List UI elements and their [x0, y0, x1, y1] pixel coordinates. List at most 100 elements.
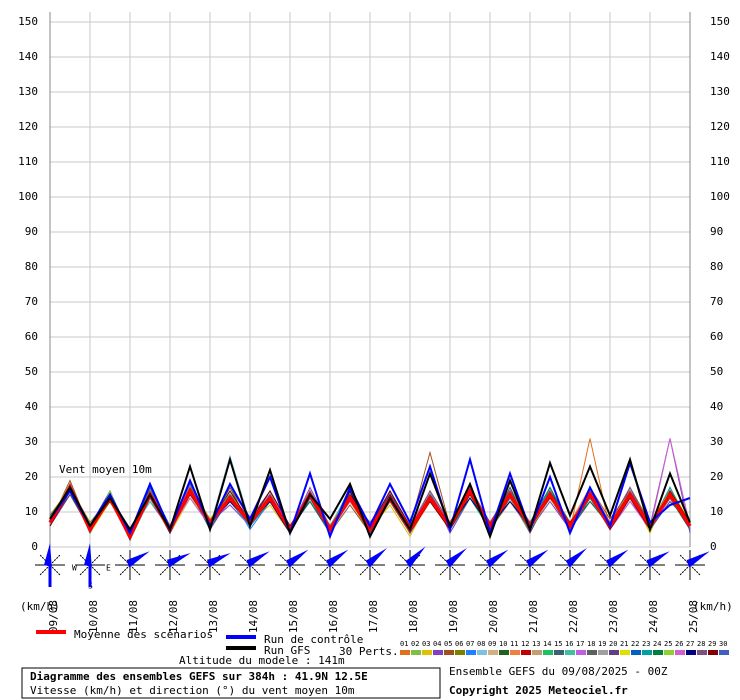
x-tick-label: 13/08: [207, 600, 220, 633]
legend-pert-swatch: [697, 650, 707, 655]
legend-pert-label: 14: [543, 640, 551, 648]
rose-ray: [559, 554, 571, 566]
legend-pert-label: 05: [444, 640, 452, 648]
rose-ray: [169, 564, 181, 576]
series-line: [49, 455, 691, 540]
rose-ray: [209, 564, 221, 576]
wind-wedge: [405, 546, 426, 568]
legend-pert-swatch: [653, 650, 663, 655]
rose-ray: [79, 554, 91, 566]
y-tick-label: 60: [25, 330, 38, 343]
legend-label: Run de contrôle: [264, 633, 363, 646]
altitude: Altitude du modele : 141m: [179, 654, 345, 667]
y-tick-label-right: 130: [710, 85, 730, 98]
y-tick-label: 110: [18, 155, 38, 168]
y-tick-label-right: 0: [710, 540, 717, 553]
x-tick-label: 20/08: [487, 600, 500, 633]
y-tick-label: 40: [25, 400, 38, 413]
x-tick-label: 24/08: [647, 600, 660, 633]
rose-ray: [529, 564, 541, 576]
caption-box: [21, 667, 441, 699]
legend-pert-swatch: [620, 650, 630, 655]
x-tick-label: 18/08: [407, 600, 420, 633]
wind-wedge: [246, 551, 270, 568]
rose-ray: [319, 554, 331, 566]
rose-ray: [679, 554, 691, 566]
rose-ray: [89, 564, 101, 576]
x-tick-label: 22/08: [567, 600, 580, 633]
x-tick-label: 21/08: [527, 600, 540, 633]
legend-pert-label: 27: [686, 640, 694, 648]
legend-pert-label: 11: [510, 640, 518, 648]
rose-ray: [319, 564, 331, 576]
rose-ray: [639, 564, 651, 576]
legend-pert-label: 19: [598, 640, 606, 648]
wind-wedge: [606, 549, 629, 568]
legend-pert-swatch: [708, 650, 718, 655]
rose-ray: [439, 554, 451, 566]
rose-ray: [79, 564, 91, 576]
legend-label: Moyenne des scénarios: [74, 628, 213, 641]
legend-pert-label: 25: [664, 640, 672, 648]
rose-ray: [119, 554, 131, 566]
x-tick-label: 09/08: [47, 600, 60, 633]
wind-wedge: [286, 549, 309, 568]
y-tick-label-right: 10: [710, 505, 723, 518]
y-tick-label: 140: [18, 50, 38, 63]
compass-w: W: [72, 564, 77, 573]
rose-ray: [129, 564, 141, 576]
y-unit-right: (km/h): [693, 600, 733, 613]
legend-pert-label: 09: [488, 640, 496, 648]
y-tick-label: 0: [31, 540, 38, 553]
legend-pert-label: 13: [532, 640, 540, 648]
y-tick-label-right: 140: [710, 50, 730, 63]
legend-pert-label: 21: [620, 640, 628, 648]
copyright: Copyright 2025 Meteociel.fr: [449, 684, 628, 697]
wind-wedge: [126, 551, 150, 568]
legend-pert-swatch: [631, 650, 641, 655]
legend-label: Run GFS: [264, 644, 310, 657]
legend-pert-label: 02: [411, 640, 419, 648]
wind-wedge: [326, 549, 349, 568]
legend-pert-label: 15: [554, 640, 562, 648]
annotation: Vent moyen 10m: [59, 463, 152, 476]
legend-pert-swatch: [422, 650, 432, 655]
legend-pert-label: 22: [631, 640, 639, 648]
legend-pert-label: 17: [576, 640, 584, 648]
rose-ray: [649, 564, 661, 576]
rose-ray: [479, 554, 491, 566]
y-tick-label: 90: [25, 225, 38, 238]
x-tick-label: 23/08: [607, 600, 620, 633]
rose-ray: [159, 554, 171, 566]
legend-pert-swatch: [455, 650, 465, 655]
wind-wedge: [486, 549, 509, 568]
rose-ray: [489, 564, 501, 576]
legend-pert-swatch: [554, 650, 564, 655]
rose-ray: [519, 554, 531, 566]
compass-e: E: [106, 564, 111, 573]
wind-wedge: [44, 543, 52, 567]
rose-ray: [479, 564, 491, 576]
perts-label: 30 Perts.: [339, 645, 399, 658]
rose-ray: [359, 554, 371, 566]
y-tick-label-right: 60: [710, 330, 723, 343]
legend-pert-label: 01: [400, 640, 408, 648]
rose-ray: [409, 564, 421, 576]
rose-ray: [449, 564, 461, 576]
legend-pert-swatch: [499, 650, 509, 655]
legend-pert-label: 10: [499, 640, 507, 648]
legend-pert-label: 23: [642, 640, 650, 648]
rose-ray: [599, 554, 611, 566]
legend-pert-swatch: [565, 650, 575, 655]
y-tick-label: 150: [18, 15, 38, 28]
wind-wedge: [526, 549, 549, 568]
y-tick-label: 100: [18, 190, 38, 203]
legend-pert-swatch: [675, 650, 685, 655]
rose-ray: [609, 564, 621, 576]
y-tick-label-right: 120: [710, 120, 730, 133]
legend-pert-label: 20: [609, 640, 617, 648]
legend-pert-swatch: [521, 650, 531, 655]
y-tick-label: 30: [25, 435, 38, 448]
legend-pert-label: 24: [653, 640, 661, 648]
